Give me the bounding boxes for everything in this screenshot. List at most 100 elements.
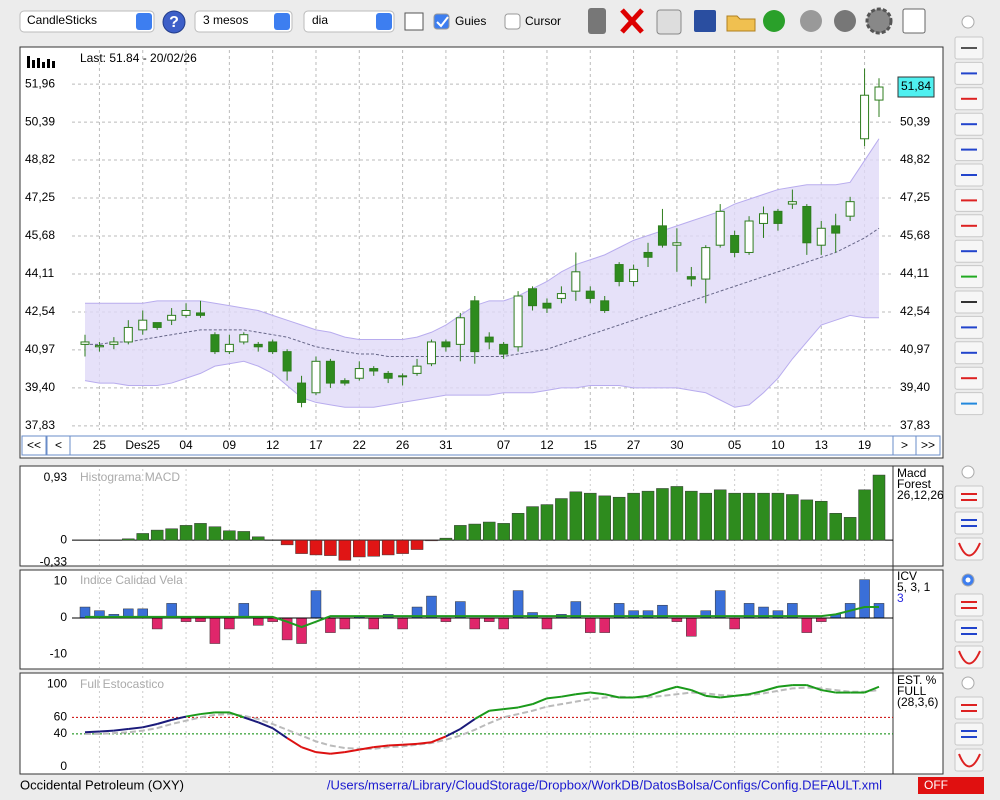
icv-bar — [166, 603, 177, 619]
tool-glyph — [958, 542, 981, 557]
stoch-k-segment — [185, 713, 201, 718]
interval-select[interactable] — [303, 10, 395, 33]
open-button[interactable] — [726, 15, 756, 32]
candle-body — [614, 264, 624, 282]
nav-button-label: >> — [921, 438, 935, 452]
candle-body — [629, 268, 639, 282]
macd-bar — [338, 539, 352, 561]
panel-label: FULL — [897, 684, 927, 698]
stoch-k-segment — [763, 685, 779, 692]
radio[interactable] — [961, 15, 975, 29]
tool-button[interactable] — [954, 511, 984, 535]
tool-button[interactable] — [954, 645, 984, 669]
y-tick-label: 0 — [60, 610, 67, 624]
macd-bar — [728, 492, 741, 541]
candle-body — [239, 334, 249, 343]
select-knob — [376, 13, 392, 30]
candle-body — [354, 368, 364, 379]
x-tick-label: 12 — [540, 438, 554, 452]
chart-icon[interactable] — [404, 12, 424, 31]
currency-button[interactable] — [834, 10, 856, 32]
stoch-k-segment — [229, 711, 245, 719]
tool-button[interactable] — [954, 722, 984, 746]
macd-bar — [843, 517, 857, 541]
macd-bar — [150, 529, 164, 541]
cursor-checkbox[interactable] — [504, 13, 521, 30]
period-select[interactable] — [194, 10, 293, 33]
candle-body — [484, 336, 494, 343]
settings-button[interactable] — [865, 7, 893, 35]
icv-bar — [816, 617, 827, 622]
macd-bar — [237, 531, 251, 541]
tool-button[interactable] — [954, 619, 984, 643]
macd-bar — [324, 539, 337, 556]
panel-label: Macd — [897, 466, 926, 480]
tool-button[interactable] — [954, 593, 984, 617]
candle-body — [297, 382, 307, 403]
trash-button[interactable] — [588, 8, 606, 34]
macd-bar — [396, 539, 409, 554]
icv-bar — [368, 617, 379, 630]
x-tick-label: Des25 — [125, 438, 160, 452]
nav-button[interactable] — [46, 435, 71, 456]
y-tick-label-right: 40,97 — [900, 342, 930, 356]
macd-bar — [641, 490, 655, 541]
tool-button[interactable] — [954, 696, 984, 720]
stoch-k-segment — [546, 695, 562, 700]
refresh-button[interactable] — [763, 10, 785, 32]
macd-bar — [598, 495, 611, 541]
macd-bar — [280, 539, 294, 546]
stoch-k-segment — [705, 694, 721, 699]
stoch-k-segment — [503, 706, 519, 711]
macd-bar — [454, 525, 467, 541]
macd-bar — [771, 492, 785, 541]
macd-bar — [122, 538, 135, 541]
tool-button[interactable] — [954, 748, 984, 772]
macd-bar — [367, 539, 380, 557]
panel-title: Indice Calidad Vela — [80, 573, 183, 587]
delete-button[interactable] — [620, 8, 644, 34]
stoch-k-segment — [806, 684, 822, 692]
candle-body — [109, 341, 119, 345]
save-button[interactable] — [694, 10, 716, 32]
stoch-k-segment — [388, 743, 403, 747]
tool-button[interactable] — [954, 537, 984, 561]
help-button[interactable] — [162, 10, 186, 34]
last-value-label: 51,84 — [901, 79, 931, 93]
candle-body — [94, 345, 104, 348]
nav-button[interactable] — [915, 435, 941, 456]
icv-bar — [224, 617, 235, 630]
chart-type-select[interactable] — [19, 10, 155, 33]
calendar-button[interactable] — [902, 8, 926, 34]
icv-bar — [426, 595, 437, 619]
panel-label: EST. % — [897, 673, 937, 687]
candle-body — [224, 343, 234, 353]
stoch-k-segment — [590, 691, 605, 696]
radio[interactable] — [961, 465, 975, 479]
tool-glyph — [961, 704, 977, 712]
macd-bar — [627, 492, 640, 541]
config-path[interactable]: /Users/mserra/Library/CloudStorage/Dropb… — [327, 777, 882, 792]
candle-body — [600, 300, 610, 312]
x-tick-label: 15 — [584, 438, 598, 452]
icv-bar — [585, 617, 596, 633]
candle-body — [441, 341, 451, 348]
radio[interactable] — [961, 676, 975, 690]
macd-bar — [829, 513, 842, 541]
tool-button[interactable] — [954, 485, 984, 509]
guides-checkbox[interactable] — [433, 13, 450, 30]
y-tick-label: 47,25 — [25, 190, 55, 204]
candle-body — [672, 242, 682, 246]
print-button[interactable] — [656, 9, 682, 35]
nav-button[interactable] — [21, 435, 47, 456]
tool-glyph — [961, 601, 977, 609]
y-tick-label: -10 — [50, 647, 68, 661]
macd-bar — [223, 530, 236, 541]
y-tick-label: 40 — [54, 726, 68, 740]
macd-bar — [858, 489, 871, 541]
candle-body — [571, 271, 581, 292]
download-button[interactable] — [800, 10, 822, 32]
y-tick-label: 0,93 — [44, 470, 68, 484]
stoch-k-segment — [402, 742, 418, 746]
